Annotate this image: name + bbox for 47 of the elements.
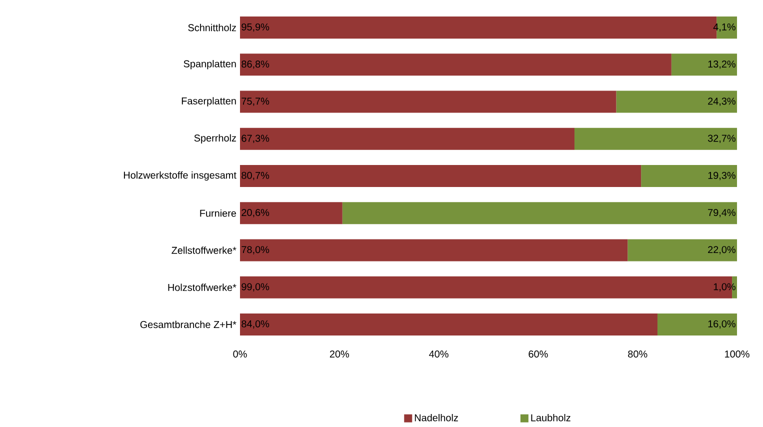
bar (240, 202, 342, 224)
data-label: 95,9% (242, 23, 270, 32)
x-tick-label: 60% (528, 350, 548, 358)
data-label: 78,0% (242, 246, 270, 254)
bar (574, 128, 738, 150)
data-label: 80,7% (242, 172, 270, 180)
data-label: 13,2% (708, 60, 736, 69)
y-tick-label: Furniere (200, 209, 236, 217)
x-tick-label: 40% (429, 350, 448, 358)
data-label: 99,0% (242, 283, 270, 292)
x-tick-label: 20% (330, 350, 350, 358)
y-tick-label: Gesamtbranche Z+H* (140, 320, 236, 328)
data-label: 16,0% (708, 320, 736, 329)
data-label: 79,4% (708, 209, 736, 218)
x-tick-label: 0% (233, 350, 247, 358)
x-tick-label: 80% (628, 350, 648, 358)
data-label: 67,3% (242, 134, 270, 144)
bar (240, 128, 574, 150)
bar (616, 90, 738, 113)
y-tick-label: Sperrholz (194, 134, 236, 144)
x-tick-label: 100% (725, 350, 750, 358)
y-tick-label: Spanplatten (184, 60, 236, 70)
bar (657, 313, 738, 336)
data-label: 32,7% (708, 134, 736, 144)
legend-label: Nadelholz (414, 414, 458, 422)
data-label: 24,3% (708, 98, 736, 106)
data-label: 75,7% (242, 98, 270, 106)
bar (240, 165, 642, 188)
y-tick-label: Faserplatten (182, 97, 236, 106)
data-label: 19,3% (708, 172, 736, 180)
data-label: 20,6% (242, 209, 270, 218)
data-label: 22,0% (708, 246, 736, 254)
bar (342, 202, 738, 224)
y-tick-label: Schnittholz (188, 24, 236, 32)
bar (240, 313, 658, 336)
bar (641, 165, 738, 188)
bar (240, 54, 672, 76)
bar (628, 239, 738, 262)
bar (240, 239, 628, 262)
legend-label: Laubholz (531, 414, 570, 422)
y-tick-label: Holzstoffwerke* (168, 284, 236, 291)
data-label: 84,0% (242, 320, 270, 329)
y-tick-label: Holzwerkstoffe insgesamt (124, 171, 236, 181)
bar (671, 54, 738, 76)
y-tick-label: Zellstoffwerke* (172, 246, 236, 254)
data-label: 86,8% (242, 60, 270, 69)
bar (240, 90, 616, 113)
